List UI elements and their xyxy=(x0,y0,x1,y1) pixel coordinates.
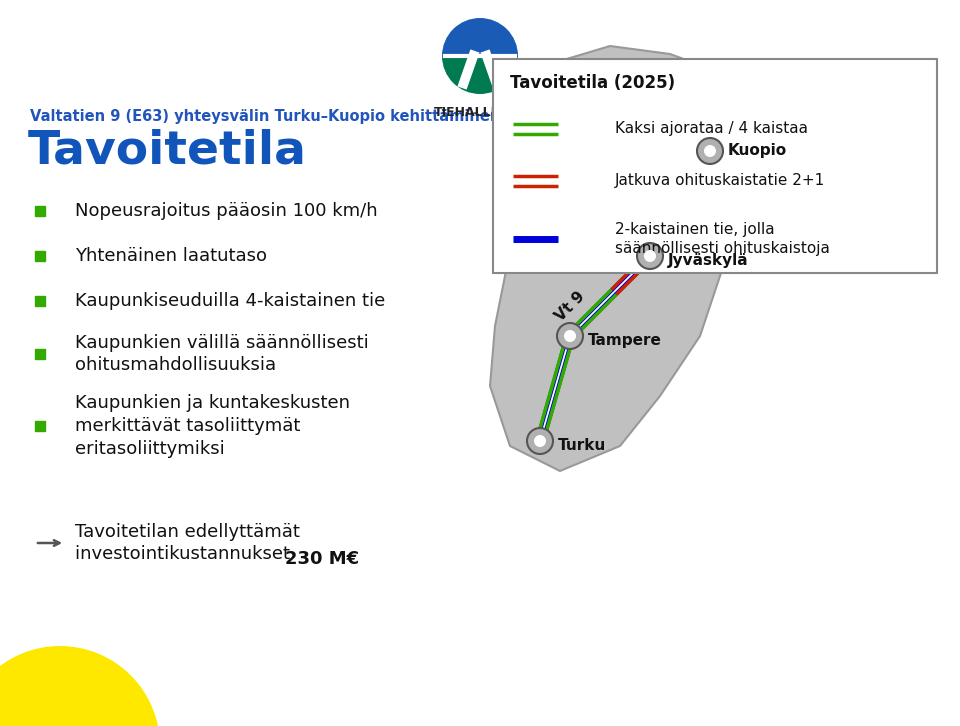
Wedge shape xyxy=(442,18,518,56)
Text: Tavoitetila: Tavoitetila xyxy=(28,129,307,174)
Circle shape xyxy=(697,138,723,164)
Text: Kaupunkiseuduilla 4-kaistainen tie: Kaupunkiseuduilla 4-kaistainen tie xyxy=(75,292,385,310)
Bar xyxy=(35,349,45,359)
Circle shape xyxy=(534,435,546,447)
Bar xyxy=(35,251,45,261)
Bar xyxy=(35,421,45,431)
Circle shape xyxy=(557,323,583,349)
Text: Kaupunkien välillä säännöllisesti
ohitusmahdollisuuksia: Kaupunkien välillä säännöllisesti ohitus… xyxy=(75,333,369,375)
Text: Jyväskylä: Jyväskylä xyxy=(668,253,749,269)
Circle shape xyxy=(564,330,576,342)
Text: Jatkuva ohituskaistatie 2+1: Jatkuva ohituskaistatie 2+1 xyxy=(615,174,826,189)
Text: 2-kaistainen tie, jolla
säännöllisesti ohituskaistoja: 2-kaistainen tie, jolla säännöllisesti o… xyxy=(615,221,829,256)
Text: Vt 9: Vt 9 xyxy=(552,288,588,324)
Polygon shape xyxy=(490,46,760,471)
Text: Turku: Turku xyxy=(558,439,607,454)
Text: Tavoitetilan edellyttämät
investointikustannukset: Tavoitetilan edellyttämät investointikus… xyxy=(75,523,300,563)
Text: Nopeusrajoitus pääosin 100 km/h: Nopeusrajoitus pääosin 100 km/h xyxy=(75,202,377,220)
Bar xyxy=(35,296,45,306)
Circle shape xyxy=(637,243,663,269)
FancyBboxPatch shape xyxy=(493,59,937,273)
Text: Tavoitetila (2025): Tavoitetila (2025) xyxy=(510,74,675,92)
Circle shape xyxy=(527,428,553,454)
Text: Tampere: Tampere xyxy=(588,333,661,348)
Wedge shape xyxy=(442,56,518,94)
Text: Valtatien 9 (E63) yhteysvälin Turku–Kuopio kehittäminen: Valtatien 9 (E63) yhteysvälin Turku–Kuop… xyxy=(30,108,500,123)
Circle shape xyxy=(0,646,160,726)
Text: TIEHALLINTO: TIEHALLINTO xyxy=(434,106,526,119)
Bar xyxy=(35,206,45,216)
Text: 230 M€: 230 M€ xyxy=(285,550,359,568)
Text: Yhtenäinen laatutaso: Yhtenäinen laatutaso xyxy=(75,247,267,265)
Text: Kaksi ajorataa / 4 kaistaa: Kaksi ajorataa / 4 kaistaa xyxy=(615,121,808,136)
Text: Kuopio: Kuopio xyxy=(728,144,787,158)
Text: Kaupunkien ja kuntakeskusten
merkittävät tasoliittymät
eritasoliittymiksi: Kaupunkien ja kuntakeskusten merkittävät… xyxy=(75,394,350,458)
Circle shape xyxy=(704,145,716,157)
Circle shape xyxy=(644,250,656,262)
